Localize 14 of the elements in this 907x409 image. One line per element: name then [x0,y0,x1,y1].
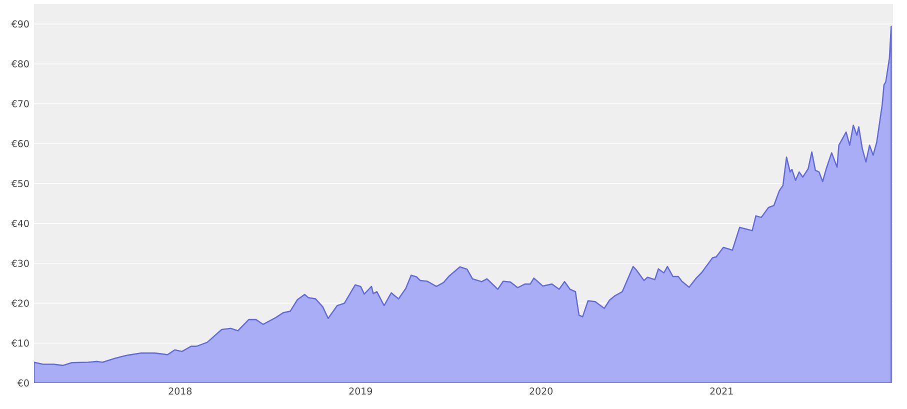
y-tick-label: €70 [11,100,29,108]
x-tick-label: 2018 [168,388,192,395]
y-tick-label: €0 [17,379,29,387]
y-tick-label: €50 [11,180,29,188]
x-tick-label: 2021 [710,388,733,395]
x-tick-label: 2019 [349,388,372,395]
y-tick-label: €40 [11,220,29,228]
x-tick-label: 2020 [530,388,553,395]
y-tick-label: €30 [11,260,29,267]
y-tick-label: €90 [11,20,29,28]
y-tick-label: €10 [11,340,29,347]
y-tick-label: €80 [11,60,29,68]
y-tick-label: €20 [11,300,29,307]
y-tick-label: €60 [11,140,29,148]
